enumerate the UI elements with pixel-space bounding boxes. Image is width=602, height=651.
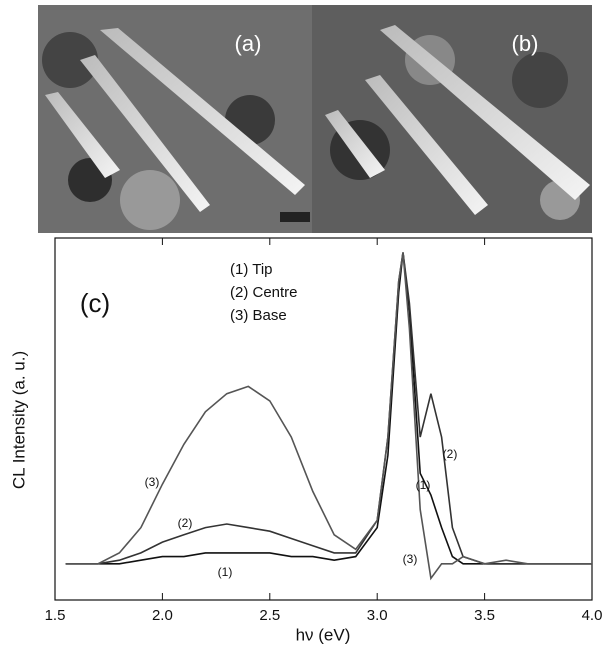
annotation: (c) bbox=[80, 288, 110, 318]
legend-entry: (2) Centre bbox=[230, 284, 298, 301]
x-tick-label: 3.5 bbox=[474, 607, 495, 624]
y-axis-label: CL Intensity (a. u.) bbox=[9, 351, 28, 489]
panel-label: (a) bbox=[235, 31, 262, 56]
x-tick-label: 2.5 bbox=[259, 607, 280, 624]
legend-entry: (1) Tip bbox=[230, 261, 273, 278]
x-axis-label: hν (eV) bbox=[296, 625, 351, 644]
x-tick-label: 4.0 bbox=[582, 607, 602, 624]
x-tick-label: 1.5 bbox=[45, 607, 66, 624]
sem-image-a bbox=[38, 5, 312, 233]
x-tick-label: 2.0 bbox=[152, 607, 173, 624]
annotation: (1) bbox=[218, 565, 233, 579]
annotation: (3) bbox=[145, 475, 160, 489]
annotation: (1) bbox=[416, 478, 431, 492]
annotation: (3) bbox=[403, 552, 418, 566]
spectrum-line bbox=[65, 252, 592, 565]
spectrum-line bbox=[65, 252, 592, 581]
plot-frame bbox=[54, 237, 593, 601]
annotation: (2) bbox=[178, 516, 193, 530]
sem-image-b bbox=[312, 5, 592, 233]
legend-entry: (3) Base bbox=[230, 307, 287, 324]
spectrum-line bbox=[65, 252, 592, 565]
x-tick-label: 3.0 bbox=[367, 607, 388, 624]
annotation: (2) bbox=[443, 447, 458, 461]
panel-label: (b) bbox=[512, 31, 539, 56]
